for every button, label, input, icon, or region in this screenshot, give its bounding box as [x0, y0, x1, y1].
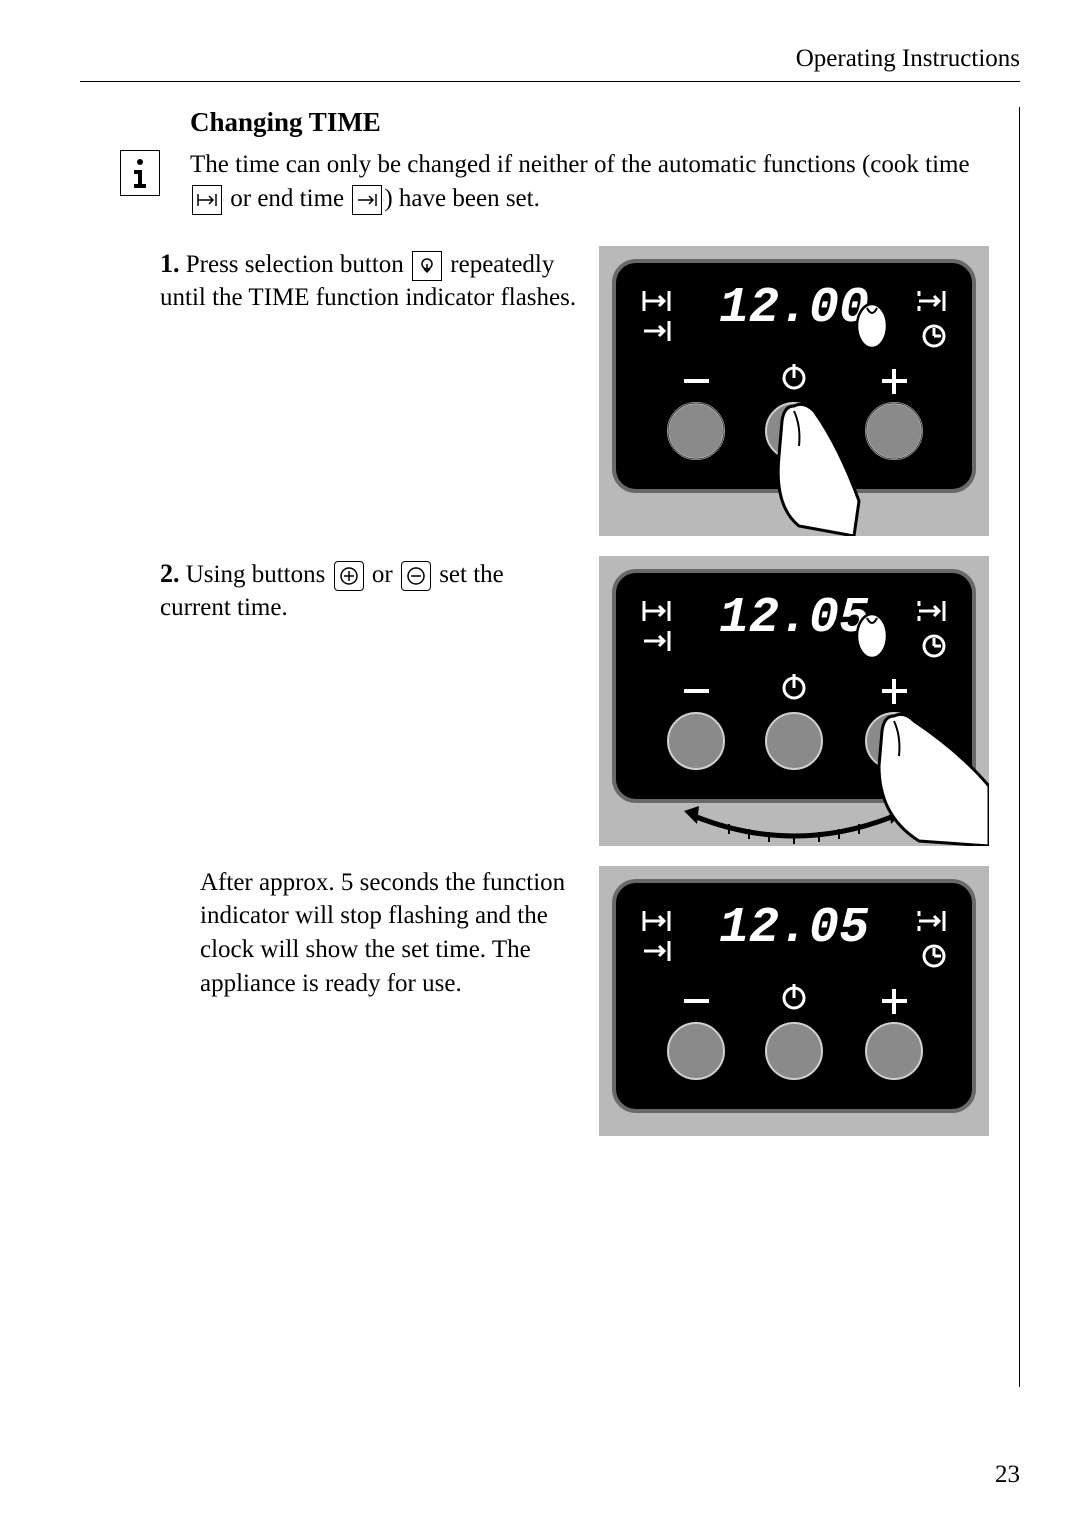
step-2: 2. Using buttons or set the current time… — [160, 556, 989, 846]
page-header: Operating Instructions — [80, 45, 1020, 82]
step-3-text: After approx. 5 seconds the function ind… — [200, 869, 565, 997]
info-note: The time can only be changed if neither … — [80, 148, 989, 216]
display-panel-2: 12.05 — [599, 556, 989, 846]
page-number: 23 — [995, 1461, 1020, 1489]
step-2-text-a: Using buttons — [186, 561, 332, 588]
info-text: The time can only be changed if neither … — [190, 148, 989, 216]
header-title: Operating Instructions — [796, 45, 1020, 72]
step-1-text-a: Press selection button — [186, 251, 410, 278]
plus-button-icon — [334, 561, 364, 591]
selection-button-icon — [412, 251, 442, 281]
display-1-time: 12.00 — [719, 280, 869, 337]
step-3: After approx. 5 seconds the function ind… — [160, 866, 989, 1136]
display-panel-1: 12.00 — [599, 246, 989, 536]
step-1: 1. Press selection button repeatedly unt… — [160, 246, 989, 536]
section-title: Changing TIME — [190, 107, 989, 138]
info-icon — [120, 150, 160, 196]
step-2-num: 2. — [160, 559, 180, 588]
cook-time-icon — [192, 185, 222, 215]
display-panel-3: 12.05 — [599, 866, 989, 1136]
end-time-icon — [352, 185, 382, 215]
display-3-time: 12.05 — [719, 900, 869, 957]
step-1-num: 1. — [160, 249, 180, 278]
display-2-time: 12.05 — [719, 590, 869, 647]
minus-button-icon — [401, 561, 431, 591]
